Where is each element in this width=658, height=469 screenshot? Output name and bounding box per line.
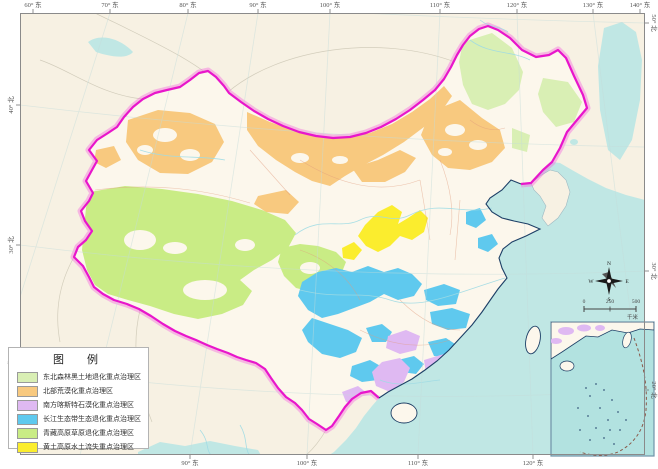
inset-islands: [577, 383, 627, 445]
legend-swatch: [17, 413, 38, 425]
inset-karst-patches: [551, 324, 605, 344]
region-northeast-blacksoil: [459, 33, 582, 152]
legend-swatch: [17, 385, 38, 397]
right-tick-label: 50° 北: [650, 14, 658, 32]
korea-peninsula: [530, 169, 571, 227]
inset-taiwan: [622, 331, 632, 349]
left-tick-label: 30° 北: [7, 236, 15, 254]
compass-s: S: [607, 297, 610, 303]
legend-title: 图 例: [53, 354, 104, 366]
inset-hainan: [559, 360, 575, 372]
china-border-line: [72, 24, 589, 432]
scale-250: 250: [606, 299, 615, 305]
scale-unit: 千米: [627, 313, 639, 321]
inset-map: [550, 321, 655, 457]
legend-swatch: [17, 427, 38, 439]
compass-e: E: [625, 279, 629, 285]
legend-item-label: 南方喀斯特石漠化重点治理区: [43, 401, 134, 409]
scale-bar: 0 250 500 千米: [583, 299, 641, 321]
top-tick-label: 90° 东: [249, 0, 267, 9]
inset-dash-boundary: [579, 337, 647, 456]
bottom-tick-label: 120° 东: [523, 458, 544, 467]
legend-swatch: [17, 399, 38, 411]
top-tick-label: 140° 东: [630, 0, 651, 9]
map-frame: 60° 东 70° 东 80° 东 90° 东 100° 东 110° 东 12…: [7, 0, 658, 467]
bottom-tick-label: 100° 东: [297, 458, 318, 467]
inset-mainland: [551, 322, 654, 360]
right-tick-label: 20° 北: [650, 381, 658, 399]
top-tick-label: 80° 东: [179, 0, 197, 9]
top-tick-label: 70° 东: [101, 0, 119, 9]
top-tick-label: 100° 东: [320, 0, 341, 9]
legend-item: 黄土高原水土流失重点治理区: [9, 440, 148, 454]
legend-swatch: [17, 371, 38, 383]
china-coastline: [378, 179, 542, 399]
scale-500: 500: [632, 299, 641, 305]
legend-item: 北部荒漠化重点治理区: [9, 384, 148, 398]
bay-of-bengal: [138, 441, 261, 455]
left-tick-label: 40° 北: [7, 96, 15, 114]
axis-labels: 60° 东 70° 东 80° 东 90° 东 100° 东 110° 东 12…: [7, 0, 658, 467]
top-tick-label: 110° 东: [430, 0, 451, 9]
compass-n: N: [607, 261, 611, 267]
legend-item-label: 黄土高原水土流失重点治理区: [43, 443, 134, 451]
top-tick-label: 60° 东: [24, 0, 42, 9]
legend-item-label: 青藏高原草原退化重点治理区: [43, 429, 134, 437]
legend-item-label: 东北森林黑土地退化重点治理区: [43, 373, 141, 381]
taiwan-island: [525, 325, 541, 355]
compass-w: W: [588, 279, 594, 285]
legend-item-label: 北部荒漠化重点治理区: [43, 387, 113, 395]
legend-swatch: [17, 441, 38, 453]
khanka-lake: [570, 139, 578, 145]
legend-item: 南方喀斯特石漠化重点治理区: [9, 398, 148, 412]
bottom-tick-label: 110° 东: [408, 458, 429, 467]
legend-item-label: 长江生态带生态退化重点治理区: [43, 415, 141, 423]
top-tick-label: 130° 东: [583, 0, 604, 9]
legend-box: 图 例 东北森林黑土地退化重点治理区 北部荒漠化重点治理区 南方喀斯特石漠化重点…: [8, 347, 149, 453]
bottom-tick-label: 90° 东: [181, 458, 199, 467]
sea-of-japan: [598, 22, 642, 160]
legend-item: 长江生态带生态退化重点治理区: [9, 412, 148, 426]
legend-item: 青藏高原草原退化重点治理区: [9, 426, 148, 440]
lake-balkhash: [88, 37, 133, 57]
legend-item: 东北森林黑土地退化重点治理区: [9, 370, 148, 384]
hainan-island: [390, 402, 418, 424]
province-borders: [94, 119, 506, 346]
scale-0: 0: [583, 299, 586, 305]
top-tick-label: 120° 东: [507, 0, 528, 9]
right-tick-label: 30° 北: [650, 262, 658, 280]
compass-rose: N E S W: [588, 261, 629, 303]
